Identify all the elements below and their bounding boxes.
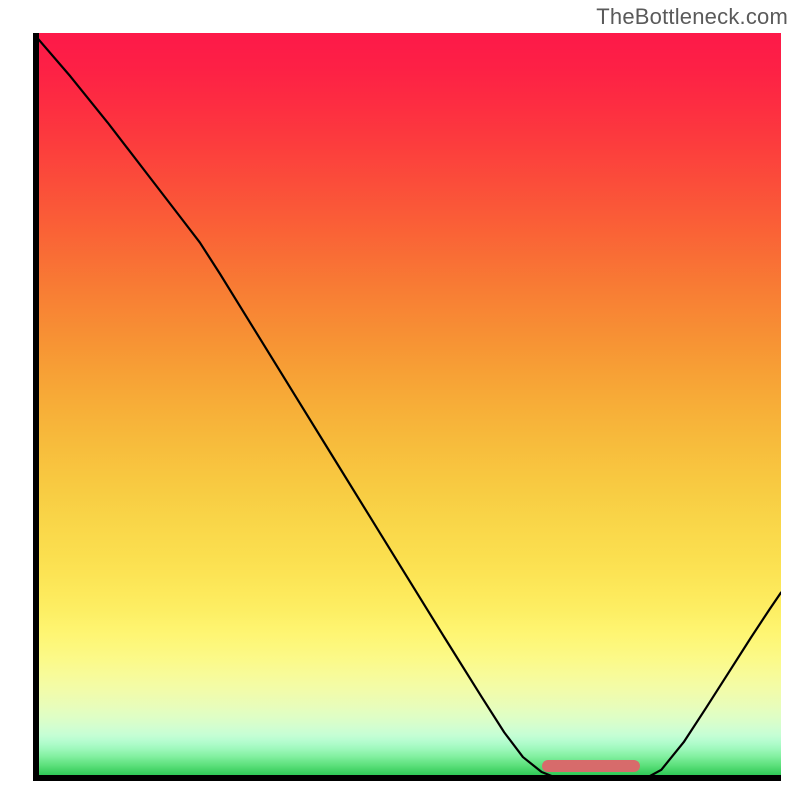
axis-left: [33, 33, 39, 781]
figure-container: TheBottleneck.com: [0, 0, 800, 800]
curve-path: [33, 33, 781, 780]
watermark-text: TheBottleneck.com: [596, 4, 788, 30]
bottleneck-curve: [33, 33, 781, 781]
optimal-range-bar: [542, 760, 641, 772]
axis-bottom: [33, 775, 781, 781]
plot-area: [33, 33, 781, 781]
